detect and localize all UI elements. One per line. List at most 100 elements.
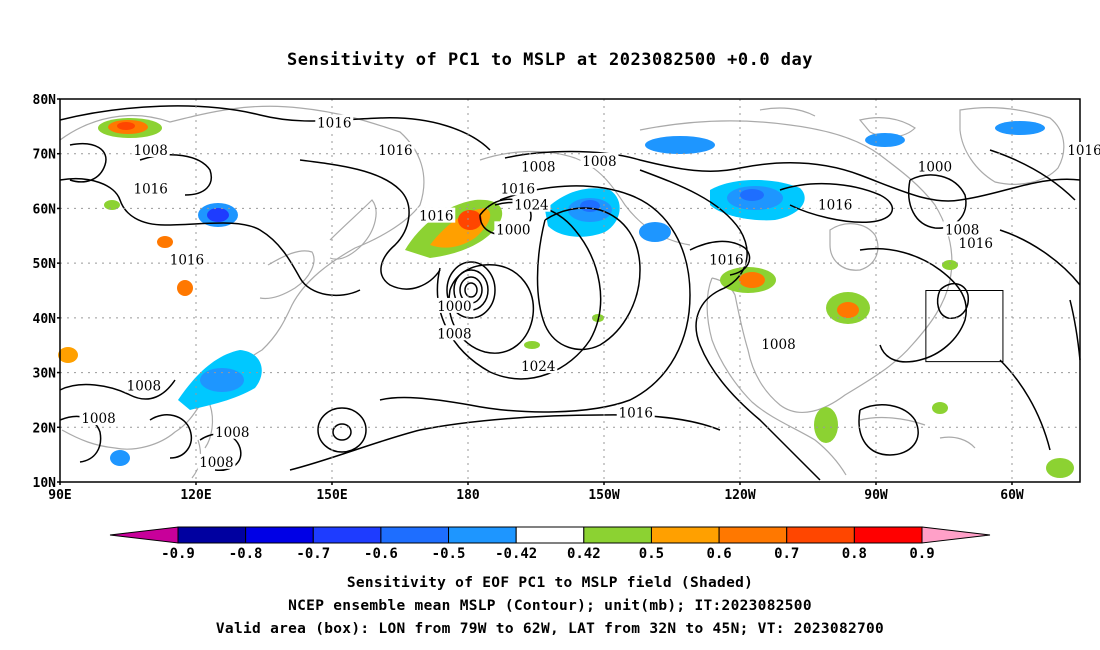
isobar-pacific-high-small-core [332, 423, 352, 441]
isobar-label: 1008 [761, 337, 795, 353]
isobar-1016-north [59, 105, 1081, 202]
lon-label: 150W [588, 488, 619, 503]
isobar-1016-subtropical [289, 414, 721, 471]
isobar-label-bg [616, 404, 655, 420]
shaded-region-bering-positive [405, 199, 503, 258]
colorbar-swatch [583, 526, 652, 544]
colorbar-swatch [312, 526, 382, 544]
coastline-greenland [959, 107, 1065, 185]
colorbar-swatch [515, 526, 585, 544]
isobar-label: 1008 [215, 425, 249, 441]
shaded-region-okhotsk-negative [198, 203, 238, 227]
isobar-label: 1016 [378, 143, 412, 159]
isobar-label: 1016 [317, 116, 351, 132]
isobar-1016-east-us [859, 247, 967, 363]
isobar-label: 1016 [959, 236, 993, 252]
colorbar-swatch [448, 526, 517, 544]
colorbar-label: 0.9 [909, 546, 934, 562]
shaded-region-gulf-of-alaska-negative [545, 188, 671, 242]
colorbar-end-low [109, 526, 179, 544]
isobar-label-bg [494, 221, 533, 237]
isobar-label-bg [519, 358, 558, 374]
colorbar-swatch [245, 526, 314, 544]
colorbar-swatch [380, 526, 450, 544]
isobar-label-bg [435, 325, 474, 341]
isobar-label-bg [417, 207, 456, 223]
coastline-hudson-bay [829, 223, 879, 271]
isobar-label: 1000 [918, 159, 952, 175]
colorbar-label: 0.7 [774, 546, 799, 562]
colorbar-label: 0.42 [567, 546, 601, 562]
isobar-label: 1008 [133, 143, 167, 159]
isobar-label: 1000 [496, 222, 530, 238]
isobar-aleutian-low-outer [436, 201, 602, 380]
isobar-label: 1008 [199, 455, 233, 471]
isobar-label-bg [707, 251, 746, 267]
lon-label: 120E [180, 488, 211, 503]
coastline-arctic-islands [759, 107, 916, 138]
isobar-label-bg [816, 196, 855, 212]
isobar-label-bg [943, 221, 982, 237]
isobar-label-bg [512, 196, 551, 212]
colorbar-label: 0.6 [706, 546, 731, 562]
shaded-region-west-pacific-negative [110, 350, 262, 466]
isobar-aleutian-low-core-4 [464, 282, 478, 298]
lon-label: 120W [724, 488, 755, 503]
isobar-pacific-high-small [317, 407, 367, 453]
isobar-label-bg [167, 251, 206, 267]
caption-shading: Sensitivity of EOF PC1 to MSLP field (Sh… [346, 575, 754, 591]
coastline-caribbean [859, 416, 976, 449]
coastline-asia [59, 105, 425, 450]
lat-label: 70N [33, 148, 57, 163]
colorbar-label: -0.7 [296, 546, 330, 562]
isobar-label: 1008 [945, 222, 979, 238]
lat-label: 30N [33, 367, 57, 382]
lon-label: 60W [1000, 488, 1024, 503]
isobar-label-bg [915, 158, 954, 174]
isobar-label-bg [197, 453, 236, 469]
lat-label: 80N [33, 93, 57, 108]
isobar-1016-siberia [299, 159, 441, 290]
isobar-1008-philippine [149, 414, 192, 459]
isobar-label-bg [376, 141, 415, 157]
isobar-caribbean [858, 404, 919, 456]
isobar-label: 1016 [170, 252, 204, 268]
colorbar-label: 0.8 [842, 546, 867, 562]
isobar-1008-labrador [908, 174, 967, 229]
isobar-box-low [936, 283, 969, 319]
colorbar-swatch [650, 526, 720, 544]
isobar-label: 1008 [81, 411, 115, 427]
lon-label: 150E [316, 488, 347, 503]
colorbar-swatch [718, 526, 788, 544]
isobar-label-bg [519, 158, 558, 174]
longitude-labels: 90E 120E 150E 180 150W 120W 90W 60W [48, 482, 1024, 503]
isobar-label: 1016 [501, 181, 535, 197]
isobar-label: 1008 [582, 154, 616, 170]
coastline-japan [259, 250, 315, 300]
colorbar-swatch [786, 526, 855, 544]
isobar-label-bg [131, 180, 170, 196]
map-frame [59, 98, 1081, 483]
isobar-label: 1024 [521, 359, 555, 375]
isobar-label-bg [498, 180, 537, 196]
isobar-1016-atlantic [989, 149, 1081, 286]
lon-label: 90E [48, 488, 71, 503]
isobar-label: 1016 [133, 181, 167, 197]
isobar-label: 1016 [709, 252, 743, 268]
isobar-label-bg [213, 423, 252, 439]
latitude-labels: 80N 70N 60N 50N 40N 30N 20N 10N [33, 93, 60, 491]
isobar-label: 1000 [437, 299, 471, 315]
isobar-label: 1008 [521, 159, 555, 175]
caption-contour: NCEP ensemble mean MSLP (Contour); unit(… [288, 598, 812, 614]
valid-area-box [925, 290, 1004, 363]
shaded-region-small-positive [58, 200, 958, 363]
isobar-label-bg [435, 297, 474, 313]
isobar-1016-mid [59, 178, 361, 297]
isobar-label-bg [956, 234, 995, 250]
colorbar-end-high [921, 526, 991, 544]
caption-valid-area: Valid area (box): LON from 79W to 62W, L… [215, 621, 885, 637]
isobar-1024-high [536, 207, 641, 351]
lat-label: 20N [33, 421, 57, 436]
shaded-region-siberia-positive [98, 118, 162, 138]
